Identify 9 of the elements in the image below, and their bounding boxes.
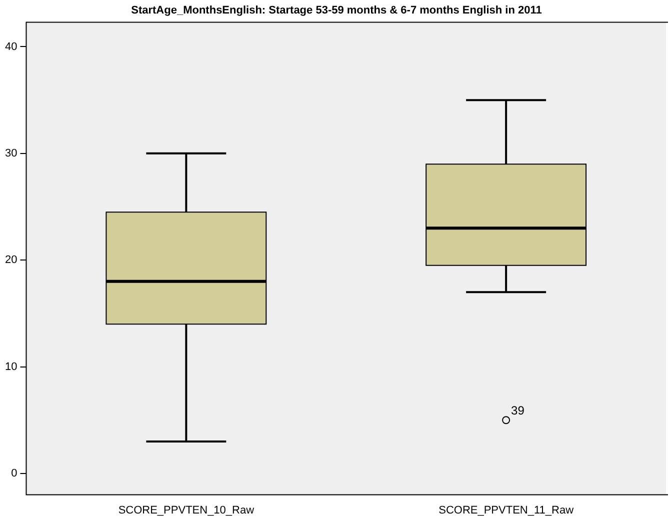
- annotation: 39: [511, 403, 525, 418]
- x-tick-label: SCORE_PPVTEN_11_Raw: [438, 504, 574, 516]
- y-tick-label: 30: [4, 147, 18, 160]
- y-tick-label: 40: [4, 40, 18, 53]
- y-tick-label: 0: [11, 467, 18, 480]
- y-tick-label: 10: [4, 360, 18, 373]
- y-tick-label: 20: [4, 254, 18, 266]
- chart-title: StartAge_MonthsEnglish: Startage 53-59 months & 6-7 months English in 2011: [131, 4, 542, 17]
- x-tick-label: SCORE_PPVTEN_10_Raw: [118, 504, 254, 516]
